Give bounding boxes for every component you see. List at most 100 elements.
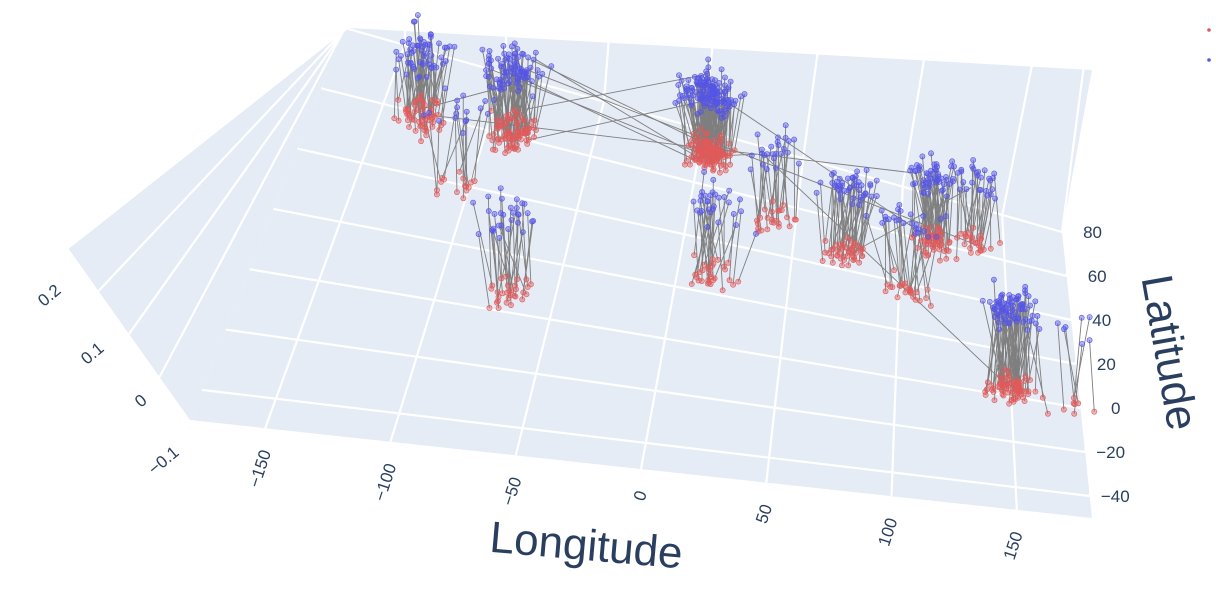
point-high[interactable]: [995, 319, 1002, 326]
point-high[interactable]: [925, 190, 932, 197]
point-high[interactable]: [517, 68, 524, 75]
point-high[interactable]: [928, 150, 934, 157]
point-high[interactable]: [408, 49, 415, 56]
point-low[interactable]: [1039, 394, 1046, 401]
point-low[interactable]: [923, 295, 930, 301]
point-high[interactable]: [520, 51, 527, 58]
point-high[interactable]: [548, 63, 555, 70]
point-high[interactable]: [913, 222, 920, 228]
point-low[interactable]: [1032, 388, 1039, 395]
point-low[interactable]: [430, 119, 437, 126]
legend-marker-high[interactable]: [1207, 58, 1211, 62]
point-high[interactable]: [1086, 337, 1093, 344]
point-low[interactable]: [966, 229, 973, 236]
point-high[interactable]: [1013, 296, 1020, 303]
point-high[interactable]: [422, 41, 429, 48]
point-low[interactable]: [845, 248, 852, 254]
point-high[interactable]: [851, 176, 858, 183]
point-high[interactable]: [1018, 305, 1024, 312]
point-low[interactable]: [858, 245, 865, 252]
point-low[interactable]: [521, 130, 528, 137]
point-high[interactable]: [513, 205, 520, 211]
point-low[interactable]: [851, 239, 858, 246]
point-high[interactable]: [946, 180, 953, 187]
point-high[interactable]: [778, 150, 784, 157]
point-high[interactable]: [983, 187, 990, 194]
point-high[interactable]: [516, 84, 523, 90]
point-high[interactable]: [726, 187, 733, 194]
point-high[interactable]: [1003, 300, 1010, 307]
point-high[interactable]: [524, 74, 530, 80]
point-high[interactable]: [1003, 307, 1010, 314]
point-low[interactable]: [837, 241, 844, 248]
point-high[interactable]: [483, 67, 489, 73]
point-low[interactable]: [1045, 410, 1051, 417]
point-high[interactable]: [1032, 298, 1039, 305]
point-low[interactable]: [462, 183, 469, 190]
point-low[interactable]: [418, 91, 424, 98]
point-high[interactable]: [520, 229, 526, 236]
point-low[interactable]: [693, 274, 700, 281]
point-high[interactable]: [764, 151, 770, 158]
point-high[interactable]: [970, 165, 977, 172]
point-high[interactable]: [689, 87, 696, 94]
point-high[interactable]: [711, 101, 718, 108]
point-high[interactable]: [410, 48, 417, 55]
point-high[interactable]: [1086, 314, 1093, 321]
point-high[interactable]: [908, 164, 915, 171]
point-low[interactable]: [912, 296, 919, 303]
point-low[interactable]: [720, 161, 727, 168]
point-high[interactable]: [512, 50, 519, 57]
point-high[interactable]: [698, 193, 705, 199]
point-low[interactable]: [925, 252, 932, 259]
point-high[interactable]: [856, 202, 863, 208]
point-low[interactable]: [775, 223, 782, 230]
point-low[interactable]: [834, 252, 841, 259]
point-high[interactable]: [986, 175, 992, 182]
point-low[interactable]: [721, 263, 727, 270]
point-high[interactable]: [1027, 302, 1033, 309]
point-low[interactable]: [524, 284, 531, 290]
point-high[interactable]: [773, 165, 779, 171]
point-high[interactable]: [694, 95, 701, 102]
point-high[interactable]: [726, 199, 732, 206]
point-low[interactable]: [909, 234, 915, 241]
point-low[interactable]: [504, 282, 511, 289]
point-high[interactable]: [813, 189, 820, 196]
point-low[interactable]: [412, 99, 418, 106]
point-high[interactable]: [920, 182, 926, 188]
point-high[interactable]: [393, 48, 400, 55]
point-high[interactable]: [997, 313, 1003, 320]
point-high[interactable]: [535, 73, 542, 80]
point-high[interactable]: [694, 207, 701, 214]
point-low[interactable]: [727, 161, 734, 168]
point-high[interactable]: [500, 64, 507, 70]
point-high[interactable]: [850, 195, 857, 202]
point-high[interactable]: [754, 131, 761, 138]
point-high[interactable]: [491, 211, 498, 217]
point-high[interactable]: [738, 208, 744, 215]
point-low[interactable]: [456, 168, 463, 175]
point-low[interactable]: [1001, 366, 1008, 373]
point-high[interactable]: [845, 187, 852, 194]
point-high[interactable]: [863, 212, 870, 219]
point-high[interactable]: [700, 88, 706, 95]
point-high[interactable]: [722, 74, 728, 81]
point-high[interactable]: [511, 40, 518, 47]
point-low[interactable]: [1071, 395, 1077, 401]
point-high[interactable]: [426, 61, 433, 68]
point-low[interactable]: [844, 253, 851, 259]
point-low[interactable]: [953, 256, 960, 262]
point-low[interactable]: [498, 136, 505, 143]
point-low[interactable]: [937, 257, 943, 264]
point-low[interactable]: [856, 259, 863, 266]
point-low[interactable]: [503, 130, 509, 137]
point-high[interactable]: [986, 298, 993, 305]
point-low[interactable]: [1004, 381, 1011, 387]
point-low[interactable]: [501, 135, 508, 142]
point-high[interactable]: [1006, 319, 1013, 326]
point-high[interactable]: [486, 83, 493, 90]
point-low[interactable]: [523, 137, 530, 144]
point-low[interactable]: [523, 276, 530, 283]
point-high[interactable]: [856, 187, 863, 194]
